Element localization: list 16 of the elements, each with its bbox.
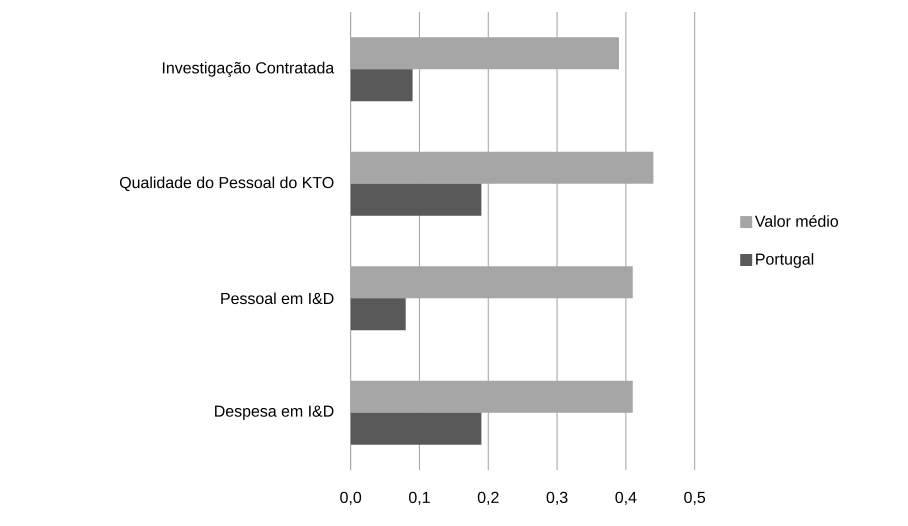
x-tick-label: 0,3 xyxy=(546,492,568,505)
x-tick-label: 0,0 xyxy=(340,492,362,505)
x-tick-label: 0,5 xyxy=(684,492,706,505)
legend-label: Portugal xyxy=(756,253,814,268)
x-tick-label: 0,4 xyxy=(615,492,636,505)
bar xyxy=(350,412,482,445)
x-tick-label: 0,1 xyxy=(409,492,430,505)
y-tick-label: Despesa em I&D xyxy=(215,406,334,420)
bar xyxy=(350,298,406,330)
y-tick-label: Pessoal em I&D xyxy=(221,292,334,304)
bar xyxy=(350,184,482,216)
legend-label: Valor médio xyxy=(754,215,838,227)
x-tick-label: 0,2 xyxy=(478,492,499,505)
y-tick-label: Qualidade do Pessoal do KTO xyxy=(120,176,334,192)
bar xyxy=(350,69,413,102)
y-tick-label: Investigação Contratada xyxy=(162,62,334,77)
